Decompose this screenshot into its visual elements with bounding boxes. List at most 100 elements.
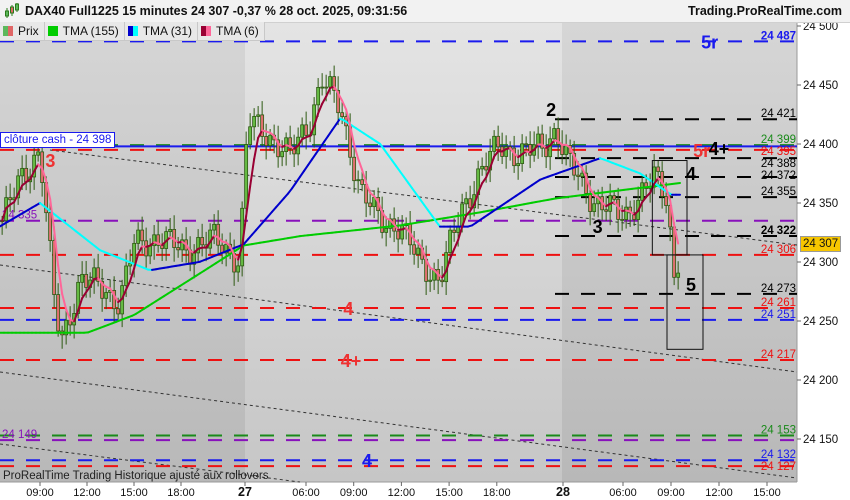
- trend-line: [0, 264, 798, 373]
- tma31-line: [271, 206, 277, 213]
- tma6-line: [317, 102, 324, 115]
- tma6-line: [297, 138, 304, 147]
- candle: [368, 202, 373, 208]
- candle: [80, 273, 85, 283]
- tma31-line: [259, 220, 265, 227]
- tma6-line: [493, 150, 500, 158]
- candle: [356, 179, 361, 182]
- candle: [536, 133, 541, 146]
- wave-annotation: 5r: [701, 32, 718, 52]
- candle: [504, 146, 509, 157]
- tma6-line: [637, 201, 644, 212]
- candle: [540, 133, 545, 149]
- candle: [544, 147, 549, 158]
- candle: [416, 247, 421, 255]
- tma31-line: [299, 170, 305, 178]
- tma31-line: [415, 192, 421, 201]
- tma31-line: [291, 181, 297, 190]
- x-tick-label: 12:00: [73, 487, 101, 499]
- tma6-line: [421, 247, 428, 261]
- legend-item-tma31[interactable]: TMA (31): [124, 22, 199, 41]
- candle: [248, 126, 253, 145]
- candle: [20, 167, 25, 177]
- candle: [640, 182, 645, 201]
- tma6-line: [97, 277, 104, 285]
- level-label: 24 273: [761, 283, 796, 295]
- range-box: [666, 254, 704, 350]
- candle: [216, 223, 221, 246]
- tma31-line: [387, 153, 393, 162]
- tma31-line: [319, 140, 325, 149]
- tma31-line: [267, 210, 273, 218]
- candle: [440, 279, 445, 283]
- tma31-line: [391, 159, 397, 167]
- wave-annotation: 3: [593, 217, 603, 237]
- candle: [676, 272, 681, 278]
- tma6-line: [425, 258, 432, 269]
- tma6-line: [665, 187, 672, 202]
- x-tick-label: 06:00: [292, 487, 320, 499]
- legend-item-price[interactable]: Prix: [0, 22, 45, 41]
- legend-item-tma6[interactable]: TMA (6): [198, 22, 265, 41]
- candle: [644, 182, 649, 189]
- session-background-27: [245, 22, 562, 482]
- level-label: 24 355: [761, 186, 796, 198]
- candle: [564, 145, 569, 155]
- tma6-line: [361, 168, 368, 184]
- tma6-line: [417, 241, 424, 250]
- candle: [352, 156, 357, 182]
- tma6-line: [441, 270, 448, 279]
- tma155-swatch-icon: [47, 26, 58, 36]
- candle: [620, 218, 625, 221]
- tma6-line: [357, 157, 364, 171]
- tma6-line: [661, 181, 668, 190]
- candle: [320, 86, 325, 89]
- title-bar: DAX40 Full1225 15 minutes 24 307 -0,37 %…: [0, 0, 850, 23]
- tma6-line: [133, 252, 140, 270]
- candle: [360, 179, 365, 185]
- tma31-line: [315, 146, 321, 155]
- tma31-line: [287, 187, 293, 195]
- tma6-line: [341, 99, 348, 111]
- x-tick-label: 27: [238, 485, 252, 499]
- legend-item-tma155[interactable]: TMA (155): [44, 22, 125, 41]
- tma6-line: [49, 198, 56, 231]
- candle: [324, 86, 329, 89]
- candle: [492, 135, 497, 152]
- tma6-line: [409, 231, 416, 241]
- tma6-line: [125, 280, 132, 291]
- candle: [328, 76, 333, 88]
- footer-note: ProRealTime Trading Historique ajusté au…: [3, 470, 269, 482]
- candle: [64, 319, 69, 336]
- candle: [16, 175, 21, 199]
- tma6-line: [481, 176, 488, 185]
- candle: [196, 237, 201, 254]
- tma6-line: [85, 285, 92, 294]
- candle: [244, 144, 249, 209]
- tma31-line: [379, 142, 385, 151]
- tma31-line: [295, 175, 301, 184]
- tma31-line: [263, 215, 269, 223]
- tma31-line: [395, 164, 401, 173]
- tma6-line: [209, 234, 216, 244]
- tma6-line: [461, 214, 468, 228]
- candle: [400, 225, 405, 240]
- candle: [252, 116, 257, 128]
- trend-line: [0, 371, 798, 479]
- tma6-line: [89, 277, 96, 288]
- tma6-line: [477, 182, 484, 194]
- candle: [300, 124, 305, 138]
- tma6-line: [77, 297, 84, 312]
- tma6-line: [129, 267, 136, 283]
- legend-label: TMA (6): [216, 24, 259, 38]
- tma6-line: [533, 143, 540, 151]
- tma6-line: [245, 185, 252, 218]
- candle: [316, 86, 321, 106]
- tma31-swatch-icon: [127, 26, 138, 36]
- candle: [256, 114, 261, 117]
- tma31-line: [283, 192, 289, 200]
- tma6-line: [489, 155, 496, 169]
- brand-link[interactable]: Trading.ProRealTime.com: [688, 4, 842, 18]
- candle: [576, 174, 581, 177]
